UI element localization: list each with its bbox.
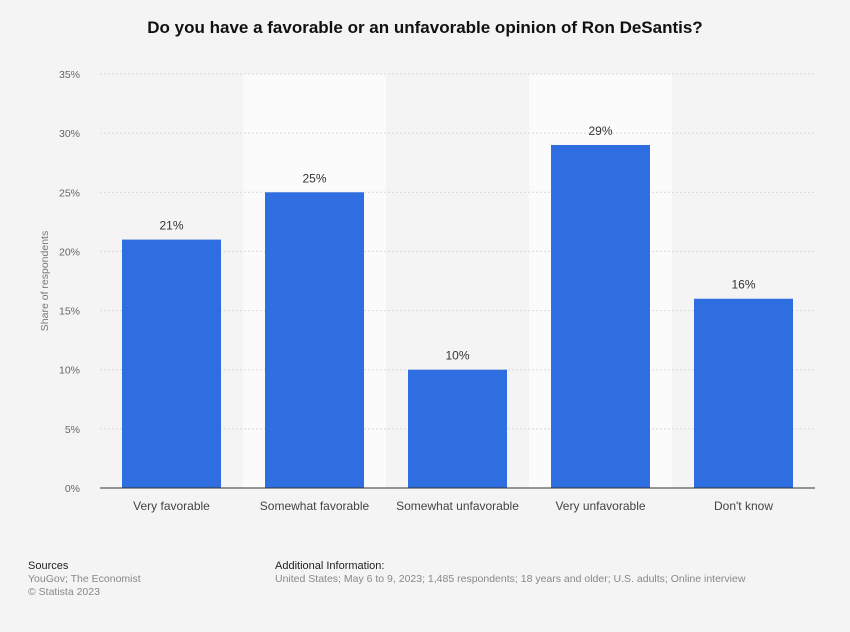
y-tick-label: 10% (59, 365, 80, 377)
additional-info-heading: Additional Information: (275, 560, 385, 572)
data-label: 16% (731, 278, 755, 292)
bar (551, 144, 650, 488)
bar (122, 239, 221, 488)
y-tick-label: 15% (59, 306, 80, 318)
bar-chart: 0% 5% 10% 15% 20% 25% 30% 35% Share of responden… (39, 69, 815, 513)
x-tick-label: Very favorable (133, 499, 210, 513)
data-label: 10% (445, 349, 469, 363)
y-tick-label: 20% (59, 246, 80, 258)
y-tick-label: 35% (59, 69, 80, 81)
data-label: 25% (302, 171, 326, 185)
y-tick-label: 5% (65, 424, 80, 436)
x-tick-label: Somewhat favorable (260, 499, 370, 513)
bar (408, 369, 507, 488)
sources-heading: Sources (28, 560, 69, 572)
additional-info-block: Additional Information: United States; M… (275, 560, 745, 586)
copyright-text: © Statista 2023 (28, 586, 100, 598)
y-tick-label: 30% (59, 128, 80, 140)
x-tick-label: Very unfavorable (555, 499, 645, 513)
y-axis-label: Share of respondents (39, 231, 51, 331)
data-label: 29% (588, 124, 612, 138)
sources-text: YouGov; The Economist (28, 573, 141, 585)
bar (694, 298, 793, 488)
sources-block: Sources YouGov; The Economist © Statista… (28, 560, 141, 599)
bar (265, 192, 364, 489)
x-tick-label: Don't know (714, 499, 773, 513)
data-label: 21% (159, 219, 183, 233)
additional-info-text: United States; May 6 to 9, 2023; 1,485 r… (275, 573, 746, 585)
chart-title: Do you have a favorable or an unfavorabl… (147, 18, 703, 37)
y-tick-label: 0% (65, 483, 80, 495)
x-tick-label: Somewhat unfavorable (396, 499, 519, 513)
y-tick-label: 25% (59, 187, 80, 199)
